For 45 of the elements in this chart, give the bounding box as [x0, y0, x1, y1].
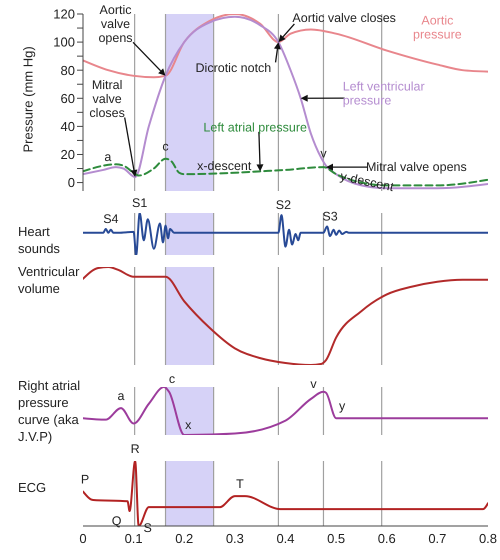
y-tick-label: 120	[53, 6, 75, 22]
x-tick-label: 0	[79, 531, 87, 546]
y-axis-title: Ventricular volume	[18, 263, 80, 297]
annotation: Q	[112, 514, 122, 528]
y-axis-title: Pressure (mm Hg)	[20, 46, 36, 152]
annotation: v	[320, 146, 328, 161]
annotation: S3	[322, 209, 338, 224]
annotation: Mitral valve opens	[366, 160, 467, 174]
annotation: c	[162, 140, 169, 154]
y-axis-title: ECG	[18, 480, 46, 495]
y-tick-label: 60	[60, 90, 75, 106]
y-tick-label: 40	[60, 118, 75, 134]
annotation: S2	[276, 198, 292, 212]
y-tick-label: 80	[60, 62, 75, 78]
x-tick-label: 0.6	[378, 531, 396, 546]
y-tick-label: 20	[60, 147, 75, 162]
annotation: Aortic valve closes	[292, 11, 396, 26]
x-tick-label: 0.7	[428, 531, 446, 546]
series-label: Aortic pressure	[413, 14, 462, 42]
text: Left atrial pressure	[203, 120, 307, 134]
y-axis-title: Heart sounds	[18, 223, 61, 257]
annotation: Dicrotic notch	[196, 61, 272, 76]
annotation: T	[236, 477, 244, 492]
annotation: P	[80, 472, 90, 487]
annotation: x-descent	[197, 159, 252, 174]
annotation: Mitral valve closes	[89, 78, 125, 120]
x-tick-label: 0.8	[478, 531, 498, 546]
annotation: v	[310, 376, 318, 391]
x-tick-label: 0.2	[175, 531, 194, 546]
annotation: a	[117, 389, 124, 404]
y-axis-title: Right atrial pressure curve (aka J.V.P)	[18, 377, 82, 445]
annotation: S4	[103, 212, 119, 226]
x-tick-label: 0.1	[124, 531, 143, 546]
annotation: R	[130, 442, 140, 456]
y-tick-label: 0	[68, 175, 75, 190]
annotation: c	[168, 372, 176, 386]
x-tick-label: 0.4	[276, 531, 295, 546]
annotation: Aortic valve opens	[98, 2, 133, 45]
y-tick-label: 100	[53, 34, 75, 50]
x-tick-label: 0.3	[226, 531, 244, 546]
annotation: a	[104, 150, 112, 164]
annotation: y	[339, 399, 346, 414]
annotation: x	[185, 418, 192, 432]
annotation: S1	[132, 196, 148, 210]
x-tick-label: 0.5	[327, 531, 346, 546]
